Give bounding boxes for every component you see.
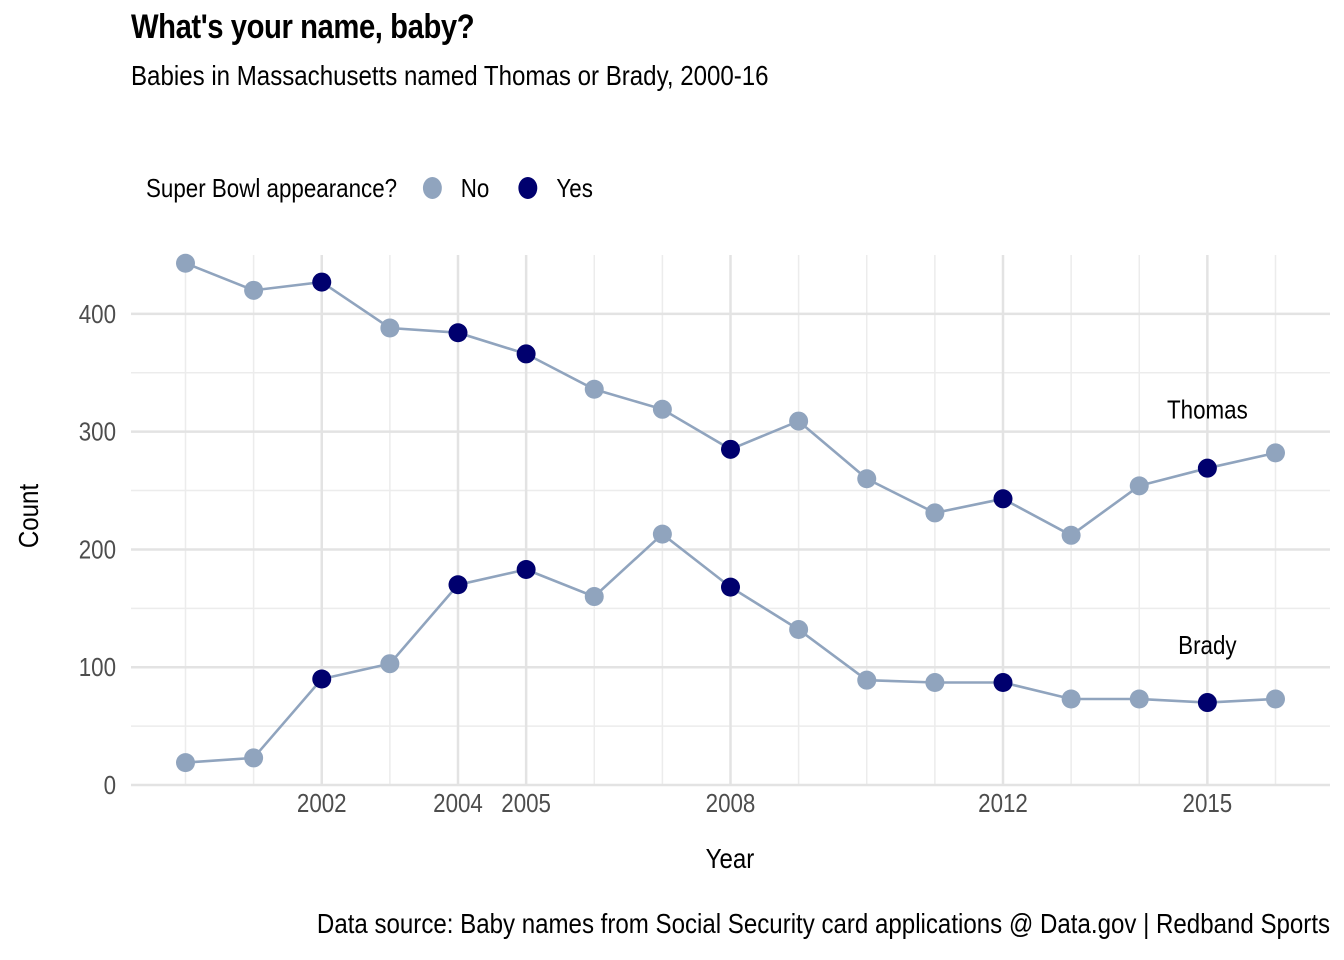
- series-labels: Thomas Brady: [1167, 396, 1248, 661]
- y-tick-label: 0: [104, 771, 116, 800]
- point-brady: [584, 587, 604, 607]
- tick-labels: 0 100 200 300 400 2002 2004 2005 2008 2012 2015: [79, 300, 1233, 818]
- legend-key-yes: [518, 177, 538, 199]
- point-brady: [516, 559, 536, 579]
- point-brady: [1266, 689, 1285, 709]
- point-brady: [857, 670, 877, 690]
- point-thomas: [721, 439, 740, 459]
- chart-title: What's your name, baby?: [131, 8, 475, 46]
- point-thomas: [1061, 525, 1081, 545]
- series-label-brady: Brady: [1178, 631, 1237, 660]
- series-label-thomas: Thomas: [1167, 396, 1248, 425]
- y-tick-label: 100: [79, 654, 116, 683]
- point-thomas: [1129, 476, 1149, 496]
- point-thomas: [312, 272, 332, 292]
- point-thomas: [1197, 458, 1217, 478]
- data-points: [176, 253, 1285, 773]
- point-thomas: [993, 489, 1013, 509]
- point-brady: [993, 673, 1013, 693]
- point-brady: [1061, 689, 1081, 709]
- point-thomas: [516, 344, 536, 364]
- point-thomas: [857, 469, 877, 489]
- x-tick-label: 2002: [297, 789, 347, 818]
- x-axis-label: Year: [706, 842, 755, 874]
- point-brady: [1129, 689, 1149, 709]
- point-brady: [312, 669, 332, 689]
- point-thomas: [380, 318, 400, 338]
- y-tick-label: 200: [79, 536, 116, 565]
- point-brady: [448, 575, 468, 595]
- point-brady: [652, 524, 672, 544]
- x-tick-label: 2015: [1183, 789, 1233, 818]
- point-brady: [925, 673, 945, 693]
- legend-key-no: [422, 177, 442, 199]
- point-brady: [176, 753, 195, 773]
- legend-label-yes: Yes: [556, 172, 593, 203]
- point-thomas: [789, 411, 809, 431]
- legend-label-no: No: [460, 172, 490, 203]
- point-brady: [244, 748, 264, 768]
- point-thomas: [925, 503, 945, 523]
- legend: Super Bowl appearance? No Yes: [146, 170, 622, 206]
- y-axis-label: Count: [12, 483, 44, 548]
- point-thomas: [448, 323, 468, 343]
- point-brady: [1197, 693, 1217, 713]
- x-tick-label: 2005: [501, 789, 551, 818]
- y-tick-label: 300: [79, 418, 116, 447]
- gridlines: [131, 255, 1330, 787]
- chart-subtitle: Babies in Massachusetts named Thomas or …: [131, 60, 769, 91]
- point-thomas: [244, 280, 264, 300]
- chart-caption: Data source: Baby names from Social Secu…: [316, 908, 1330, 939]
- point-thomas: [1266, 443, 1285, 463]
- x-tick-label: 2004: [433, 789, 483, 818]
- legend-title: Super Bowl appearance?: [146, 172, 398, 203]
- y-tick-label: 400: [79, 300, 116, 329]
- point-thomas: [176, 253, 195, 273]
- point-thomas: [584, 379, 604, 399]
- x-tick-label: 2012: [978, 789, 1028, 818]
- point-thomas: [652, 399, 672, 419]
- x-tick-label: 2008: [706, 789, 756, 818]
- point-brady: [721, 577, 740, 597]
- point-brady: [380, 654, 400, 674]
- point-brady: [789, 620, 809, 640]
